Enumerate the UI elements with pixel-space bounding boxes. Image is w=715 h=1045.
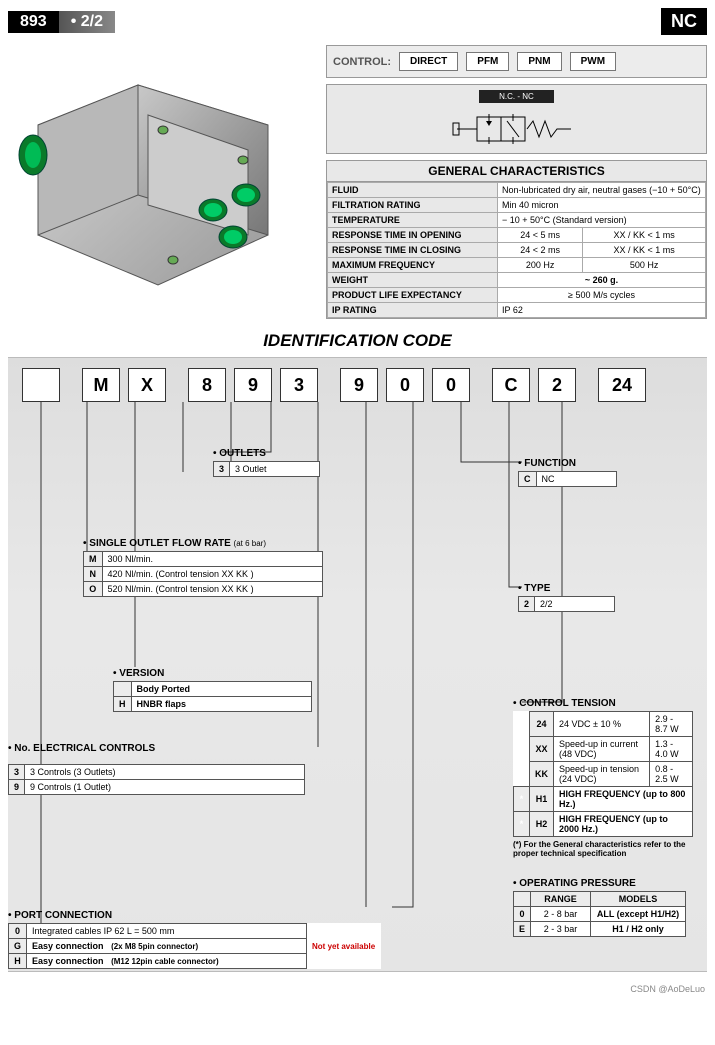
control-label: CONTROL: <box>333 56 391 68</box>
code-boxes: MX893900C224 <box>22 368 693 402</box>
code-box-4: 9 <box>234 368 272 402</box>
op-label: OPERATING PRESSURE <box>513 878 686 889</box>
type-section: TYPE 22/2 <box>518 583 615 612</box>
outlets-section: OUTLETS 33 Outlet <box>213 448 320 477</box>
code-box-5: 3 <box>280 368 318 402</box>
function-label: FUNCTION <box>518 458 617 469</box>
port-label: PORT CONNECTION <box>8 910 381 921</box>
code-box-1: M <box>82 368 120 402</box>
code-box-3: 8 <box>188 368 226 402</box>
op-section: OPERATING PRESSURE RANGEMODELS02 - 8 bar… <box>513 878 686 937</box>
model-box: 893 <box>8 11 59 33</box>
watermark: CSDN @AoDeLuo <box>0 980 715 998</box>
control-row: CONTROL: DIRECT PFM PNM PWM <box>326 45 707 78</box>
version-section: VERSION Body PortedHHNBR flaps <box>113 668 312 712</box>
code-box-8: 0 <box>432 368 470 402</box>
version-label: VERSION <box>113 668 312 679</box>
product-image <box>8 45 318 305</box>
code-box-9: C <box>492 368 530 402</box>
port-section: PORT CONNECTION 0Integrated cables IP 62… <box>8 910 381 969</box>
id-code-title: IDENTIFICATION CODE <box>8 331 707 351</box>
ctrl-pnm: PNM <box>517 52 561 71</box>
type-label: TYPE <box>518 583 615 594</box>
outlets-label: OUTLETS <box>213 448 320 459</box>
tension-section: CONTROL TENSION 2424 VDC ± 10 %2.9 - 8.7… <box>513 698 698 858</box>
id-area: MX893900C224 OUTLETS 33 Outlet FUNCTION … <box>8 357 707 972</box>
flow-section: SINGLE OUTLET FLOW RATE (at 6 bar) M300 … <box>83 538 323 597</box>
ctrl-pwm: PWM <box>570 52 616 71</box>
tension-label: CONTROL TENSION <box>513 698 698 709</box>
code-box-6: 9 <box>340 368 378 402</box>
symbol-box: N.C. - NC <box>326 84 707 154</box>
code-box-11: 24 <box>598 368 646 402</box>
nc-badge: NC <box>661 8 707 35</box>
code-box-0 <box>22 368 60 402</box>
config-box: • 2/2 <box>59 11 115 33</box>
tension-footnote: (*) For the General characteristics refe… <box>513 840 698 858</box>
gc-title: GENERAL CHARACTERISTICS <box>327 161 706 182</box>
ctrl-direct: DIRECT <box>399 52 458 71</box>
symbol-label: N.C. - NC <box>479 90 554 103</box>
code-box-7: 0 <box>386 368 424 402</box>
ctrl-pfm: PFM <box>466 52 509 71</box>
ec-label: No. ELECTRICAL CONTROLS <box>8 743 305 754</box>
function-section: FUNCTION CNC <box>518 458 617 487</box>
gc-table: GENERAL CHARACTERISTICS FLUIDNon-lubrica… <box>326 160 707 319</box>
code-box-10: 2 <box>538 368 576 402</box>
ec-section: No. ELECTRICAL CONTROLS 33 Controls (3 O… <box>8 743 305 795</box>
header: 893 • 2/2 NC <box>8 8 707 35</box>
code-box-2: X <box>128 368 166 402</box>
